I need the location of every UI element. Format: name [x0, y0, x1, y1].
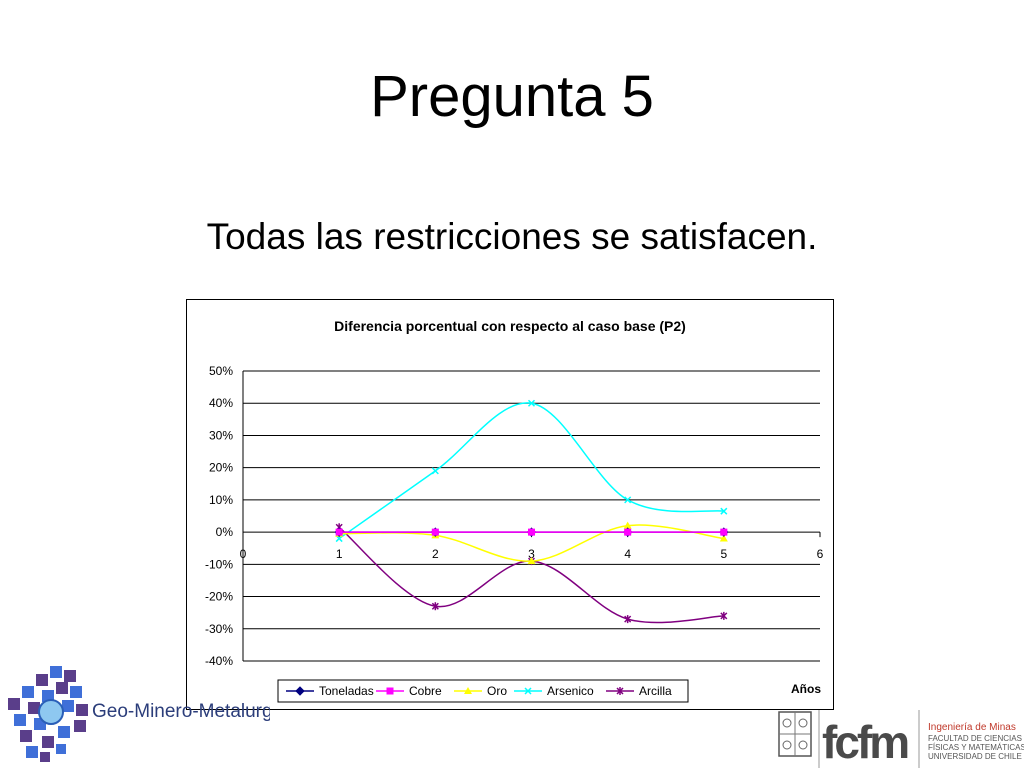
- marker-oro: [464, 687, 472, 694]
- slide-title: Pregunta 5: [370, 64, 654, 129]
- fcfm-logo-block: fcfm Ingeniería de Minas FACULTAD DE CIE…: [775, 708, 1024, 773]
- x-tick-label: 6: [817, 547, 824, 561]
- marker-arcilla: [616, 687, 624, 695]
- y-tick-label: -20%: [205, 590, 233, 604]
- y-tick-label: 10%: [209, 493, 233, 507]
- y-tick-label: -30%: [205, 622, 233, 636]
- legend-label: Toneladas: [319, 684, 374, 698]
- legend-label: Oro: [487, 684, 507, 698]
- marker-cobre: [335, 528, 343, 536]
- gridlines: [243, 370, 820, 662]
- fcfm-logo-text: fcfm: [822, 716, 908, 768]
- marker-arsenico: [527, 399, 536, 407]
- legend-label: Arsenico: [547, 684, 594, 698]
- legend-item-cobre: Cobre: [376, 684, 442, 698]
- series-line-arcilla: [338, 526, 724, 624]
- y-tick-label: -40%: [205, 654, 233, 668]
- series-lines: [334, 399, 729, 624]
- y-tick-label: 40%: [209, 396, 233, 410]
- marker-cobre: [528, 528, 535, 536]
- x-tick-label: 0: [240, 547, 247, 561]
- marker-arcilla: [431, 602, 439, 611]
- marker-arsenico: [431, 467, 439, 475]
- x-tick-label: 1: [336, 547, 343, 561]
- legend: Toneladas Cobre Oro Arsenico Arcilla: [277, 679, 689, 703]
- series-line-arsenico: [338, 402, 724, 540]
- university-seal-icon: [778, 711, 812, 757]
- marker-oro: [719, 534, 728, 542]
- marker-cobre: [624, 528, 632, 536]
- y-tick-label: 0%: [216, 525, 234, 539]
- chart-title: Diferencia porcentual con respecto al ca…: [334, 318, 686, 334]
- y-tick-label: 20%: [209, 461, 233, 475]
- faculty-line-2: FÍSICAS Y MATEMÁTICAS: [928, 743, 1024, 752]
- legend-item-toneladas: Toneladas: [286, 684, 374, 698]
- line-chart: Diferencia porcentual con respecto al ca…: [205, 318, 824, 703]
- marker-oro: [527, 557, 536, 565]
- legend-item-arcilla: Arcilla: [606, 684, 672, 698]
- faculty-line-1: FACULTAD DE CIENCIAS: [928, 734, 1022, 743]
- ingenieria-minas-text: Ingeniería de Minas: [928, 722, 1016, 733]
- marker-arcilla: [624, 615, 632, 624]
- marker-cobre: [720, 528, 728, 536]
- legend-label: Cobre: [409, 684, 442, 698]
- geo-minero-logo: Geo-Minero-Metalurgia: [0, 660, 288, 773]
- x-tick-label: 4: [624, 547, 631, 561]
- marker-cobre: [386, 687, 394, 695]
- geo-minero-logo-text: Geo-Minero-Metalurgia: [92, 701, 270, 722]
- x-tick-label: 3: [528, 547, 535, 561]
- axes: 50% 40% 30% 20% 10% 0% -10% -20% -30% -40% 0 1 2 3 4 5 6: [205, 364, 824, 668]
- y-tick-label: 30%: [209, 428, 233, 442]
- slide-subtitle: Todas las restricciones se satisfacen.: [206, 216, 818, 257]
- legend-label: Arcilla: [639, 684, 672, 698]
- legend-item-arsenico: Arsenico: [514, 684, 594, 698]
- x-tick-label: 2: [432, 547, 439, 561]
- x-axis-label: Años: [791, 682, 821, 696]
- marker-cobre: [431, 528, 439, 536]
- marker-oro: [623, 521, 632, 529]
- marker-arsenico: [524, 687, 532, 695]
- x-tick-label: 5: [720, 547, 727, 561]
- y-tick-label: 50%: [209, 364, 233, 378]
- mosaic-icon: [8, 666, 88, 762]
- marker-toneladas: [295, 686, 305, 696]
- marker-arsenico: [624, 496, 632, 504]
- chart-frame: Diferencia porcentual con respecto al ca…: [186, 299, 834, 710]
- legend-item-oro: Oro: [454, 684, 507, 698]
- marker-arsenico: [720, 507, 728, 515]
- university-line: UNIVERSIDAD DE CHILE: [928, 752, 1022, 761]
- marker-arcilla: [720, 611, 728, 620]
- legend-box: [277, 679, 689, 703]
- y-tick-label: -10%: [205, 557, 233, 571]
